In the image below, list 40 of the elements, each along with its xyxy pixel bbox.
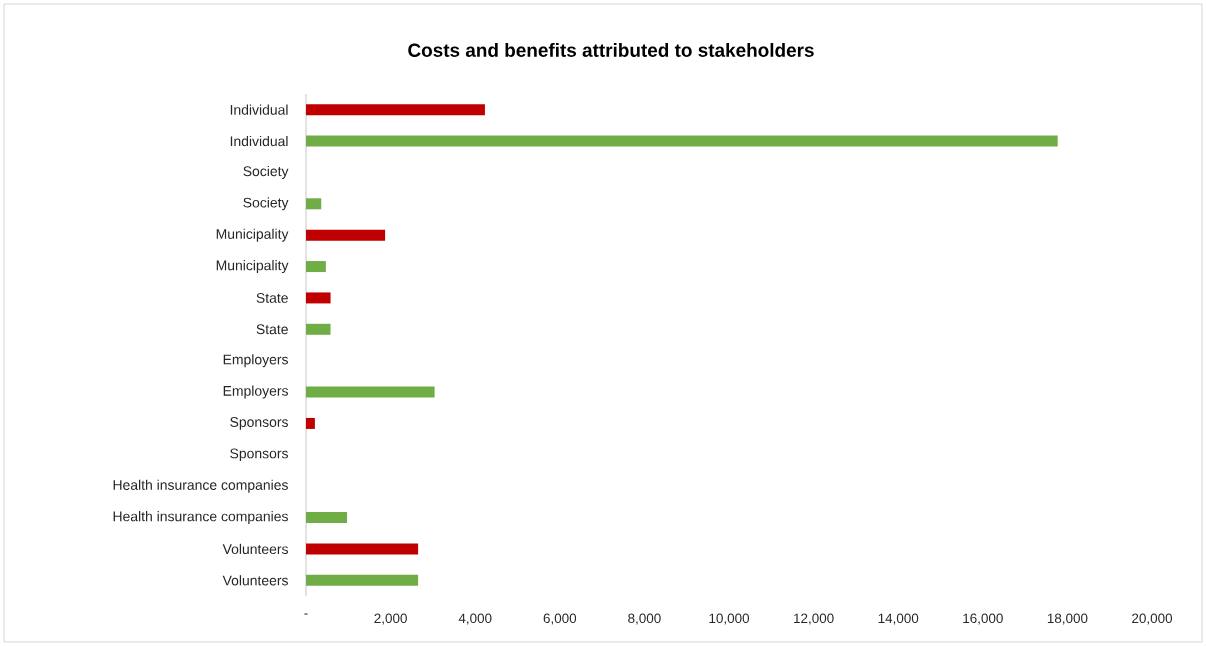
y-tick-label: Health insurance companies	[113, 511, 288, 525]
x-tick-label: 16,000	[963, 613, 1003, 625]
y-tick-label: State	[256, 292, 288, 303]
bar	[306, 261, 326, 273]
x-tick-label: 2,000	[374, 613, 407, 625]
bar	[306, 323, 331, 335]
y-tick-label: Employers	[223, 354, 288, 368]
y-tick-label: Health insurance companies	[113, 479, 288, 493]
x-tick-label: 18,000	[1047, 613, 1088, 625]
y-tick-label: Individual	[230, 104, 288, 115]
x-tick-label: -	[304, 613, 308, 615]
bar	[306, 512, 348, 524]
y-tick-label: Employers	[223, 385, 288, 399]
x-tick-label: 8,000	[628, 613, 661, 625]
y-tick-label: State	[256, 324, 288, 335]
y-tick-label: Society	[243, 165, 289, 179]
bar	[306, 292, 331, 304]
chart-title: Costs and benefits attributed to stakeholders	[408, 43, 814, 57]
bar	[306, 135, 1058, 147]
y-tick-label: Sponsors	[230, 448, 288, 462]
x-tick-label: 12,000	[794, 613, 834, 625]
bar	[306, 417, 315, 429]
bar	[306, 198, 322, 210]
y-tick-label: Society	[243, 197, 289, 211]
x-tick-label: 20,000	[1132, 613, 1173, 625]
y-tick-label: Municipality	[216, 228, 289, 242]
y-tick-label: Municipality	[216, 260, 289, 274]
bar	[306, 386, 435, 398]
bar	[306, 574, 419, 586]
x-tick-label: 4,000	[458, 613, 492, 625]
y-tick-label: Individual	[230, 135, 288, 147]
y-tick-label: Sponsors	[230, 417, 288, 430]
x-tick-label: 6,000	[543, 613, 577, 625]
x-tick-label: 10,000	[709, 613, 750, 625]
x-tick-label: 14,000	[878, 613, 919, 625]
y-tick-label: Volunteers	[222, 543, 288, 555]
bar	[306, 104, 485, 116]
bar	[306, 229, 386, 241]
y-tick-label: Volunteers	[222, 575, 288, 586]
bar	[306, 543, 419, 555]
